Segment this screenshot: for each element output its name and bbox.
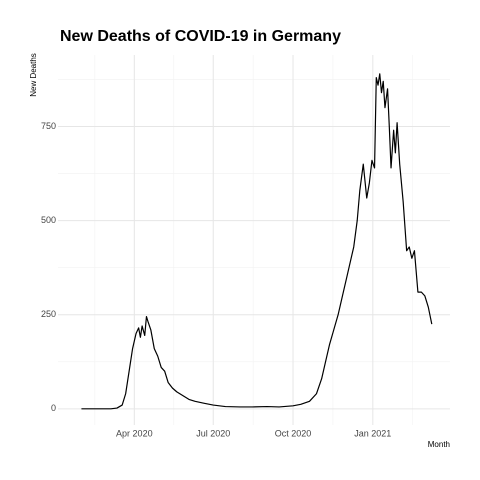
line-series: [81, 73, 433, 410]
x-tick-label: Apr 2020: [116, 428, 153, 438]
y-tick-label: 500: [41, 215, 56, 225]
y-axis-label: New Deaths: [29, 53, 38, 97]
x-axis-label: Month: [428, 440, 450, 449]
x-tick-label: Jul 2020: [196, 428, 230, 438]
y-tick-label: 0: [51, 403, 56, 413]
y-tick-label: 250: [41, 309, 56, 319]
y-tick-label: 750: [41, 121, 56, 131]
x-tick-label: Oct 2020: [275, 428, 312, 438]
chart-title: New Deaths of COVID-19 in Germany: [60, 28, 341, 45]
x-tick-label: Jan 2021: [354, 428, 391, 438]
